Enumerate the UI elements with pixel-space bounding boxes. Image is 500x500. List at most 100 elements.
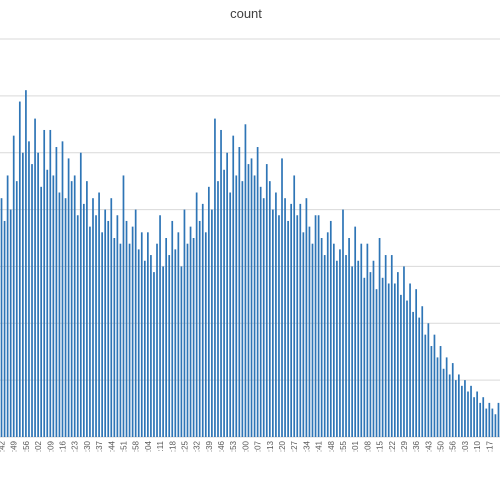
bar <box>378 238 381 437</box>
bar <box>189 226 192 437</box>
x-tick-label: :18 <box>168 440 177 452</box>
bar <box>104 209 107 437</box>
x-tick-label: :00 <box>241 440 250 452</box>
bar <box>482 397 485 437</box>
bar <box>89 226 91 437</box>
bar <box>329 220 332 437</box>
bar <box>0 198 3 437</box>
bar <box>168 255 171 437</box>
bar <box>445 357 448 437</box>
bar <box>293 175 296 437</box>
x-tick-label: :43 <box>424 440 433 452</box>
bar <box>476 391 478 437</box>
bar <box>354 226 357 437</box>
bar <box>281 158 283 437</box>
bar <box>253 175 256 437</box>
bar <box>275 192 277 437</box>
x-tick-label: :01 <box>351 440 360 452</box>
bar <box>134 209 137 437</box>
bar <box>357 260 360 437</box>
bar <box>494 414 497 437</box>
bar <box>52 175 55 437</box>
bar <box>369 272 372 437</box>
x-tick-label: :29 <box>400 440 409 452</box>
bar <box>9 209 12 437</box>
bar <box>406 300 408 437</box>
bar <box>351 266 353 437</box>
bar <box>342 209 344 437</box>
bar <box>195 192 198 437</box>
bar <box>256 147 259 437</box>
bar <box>470 385 472 437</box>
bar <box>336 260 338 437</box>
bar <box>140 232 143 437</box>
x-tick-label: :16 <box>59 440 68 452</box>
bar <box>40 186 43 437</box>
bar <box>272 209 274 437</box>
bar <box>290 203 293 437</box>
bar <box>174 249 177 437</box>
bar <box>247 164 250 438</box>
bar <box>67 158 70 437</box>
x-tick-label: :32 <box>193 440 202 452</box>
bar <box>345 255 347 437</box>
bar <box>268 181 271 437</box>
bar <box>61 141 64 438</box>
bar <box>153 272 155 437</box>
bar <box>110 198 113 437</box>
bar <box>232 135 235 437</box>
bar <box>409 283 411 437</box>
bar <box>156 243 158 437</box>
bar <box>424 334 427 437</box>
bar <box>491 408 494 437</box>
bar <box>31 164 33 438</box>
bar <box>55 147 58 437</box>
bar <box>73 175 76 437</box>
chart-title: count <box>230 6 262 21</box>
bar <box>95 215 97 437</box>
bar <box>37 152 39 437</box>
bar <box>177 232 180 437</box>
bar <box>296 215 299 437</box>
bar <box>171 220 174 437</box>
bar <box>326 232 329 437</box>
bar <box>339 249 341 437</box>
bar <box>259 186 262 437</box>
x-tick-label: :17 <box>485 440 494 452</box>
bar <box>375 289 378 437</box>
bar <box>451 363 454 437</box>
bar <box>238 147 241 437</box>
x-tick-label: :30 <box>83 440 92 452</box>
bar <box>418 317 421 437</box>
bar <box>433 334 436 437</box>
bar <box>162 266 164 437</box>
bar <box>323 255 326 437</box>
x-tick-label: :36 <box>412 440 421 452</box>
bar <box>278 215 280 437</box>
x-tick-label: :51 <box>119 440 128 452</box>
x-tick-label: :03 <box>461 440 470 452</box>
bar <box>143 260 146 437</box>
bar <box>192 238 195 437</box>
bar <box>28 141 30 438</box>
bar <box>101 232 103 437</box>
x-tick-label: :53 <box>229 440 238 452</box>
bar <box>186 243 189 437</box>
bar <box>314 215 317 437</box>
bar <box>214 118 216 437</box>
bar <box>366 243 369 437</box>
bar <box>262 198 265 437</box>
x-tick-label: :37 <box>95 440 104 452</box>
bar <box>235 175 238 437</box>
x-tick-label: :50 <box>437 440 446 452</box>
bar <box>116 215 119 437</box>
bar <box>403 266 405 437</box>
bar <box>250 158 253 437</box>
x-tick-label: :48 <box>327 440 336 452</box>
bar <box>58 192 61 437</box>
bar <box>165 238 168 437</box>
bar <box>442 368 445 437</box>
bar <box>207 186 210 437</box>
x-tick-label: :20 <box>278 440 287 452</box>
x-tick-label: :56 <box>22 440 31 452</box>
